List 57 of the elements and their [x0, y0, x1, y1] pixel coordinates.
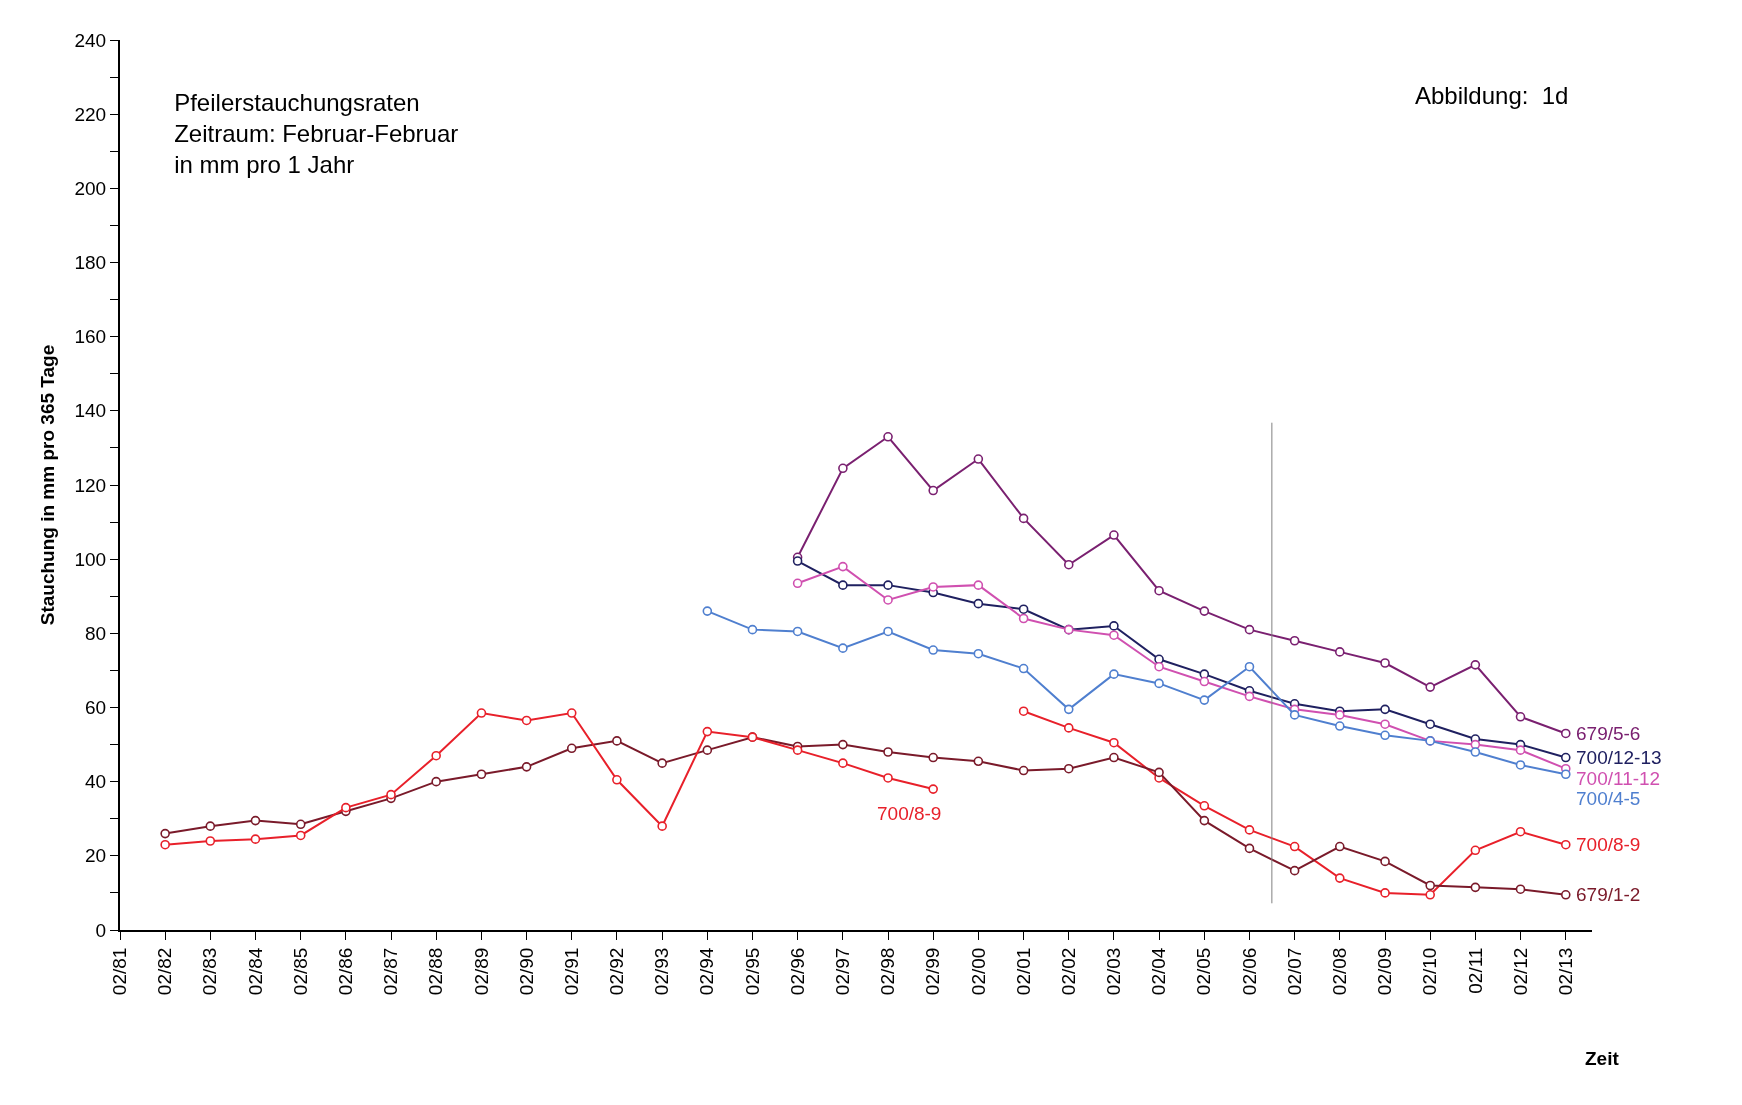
x-tick-label: 02/04	[1148, 947, 1170, 996]
x-tick-label: 02/07	[1283, 947, 1305, 996]
x-tick-label: 02/95	[741, 947, 763, 996]
x-tick-label: 02/03	[1103, 947, 1125, 996]
x-tick-label: 02/81	[109, 947, 131, 996]
y-tick-label: 220	[74, 103, 107, 125]
y-tick-label: 240	[74, 29, 107, 51]
x-tick-label: 02/83	[199, 947, 221, 996]
x-axis-title: Zeit	[1585, 1048, 1620, 1069]
x-tick-label: 02/94	[696, 947, 718, 996]
x-tick-label: 02/10	[1419, 947, 1441, 996]
x-tick-label: 02/97	[832, 947, 854, 996]
x-tick-label: 02/13	[1554, 947, 1576, 996]
x-tick-label: 02/90	[515, 947, 537, 996]
x-tick-label: 02/09	[1374, 947, 1396, 996]
x-tick-label: 02/91	[560, 947, 582, 996]
x-tick-label: 02/02	[1057, 947, 1079, 996]
y-tick-label: 140	[74, 400, 107, 422]
x-tick-label: 02/06	[1238, 947, 1260, 996]
y-tick-label: 160	[74, 326, 107, 348]
series-label: 679/1-2	[1576, 884, 1641, 905]
x-tick-label: 02/98	[877, 947, 899, 996]
series-label: 700/8-9	[877, 803, 942, 824]
x-tick-label: 02/99	[922, 947, 944, 996]
series-label: 700/11-12	[1576, 768, 1661, 789]
x-tick-label: 02/12	[1509, 947, 1531, 996]
series-label: 700/4-5	[1576, 788, 1641, 809]
series-label: 679/5-6	[1576, 723, 1641, 744]
x-tick-label: 02/05	[1193, 947, 1215, 996]
y-tick-label: 60	[85, 697, 107, 719]
y-tick-label: 80	[85, 622, 107, 644]
y-tick-label: 40	[85, 771, 107, 793]
y-tick-label: 120	[74, 474, 107, 496]
x-tick-label: 02/84	[244, 947, 266, 996]
x-tick-label: 02/93	[651, 947, 673, 996]
y-tick-label: 200	[74, 177, 107, 199]
y-tick-label: 180	[74, 252, 107, 274]
series-label: 700/8-9	[1576, 834, 1641, 855]
x-tick-label: 02/82	[154, 947, 176, 996]
x-tick-label: 02/92	[606, 947, 628, 996]
x-tick-label: 02/89	[470, 947, 492, 996]
annotation: Abbildung: 1d	[1415, 82, 1569, 109]
y-axis-title: Stauchung in mm pro 365 Tage	[36, 344, 58, 626]
x-tick-label: 02/96	[786, 947, 808, 996]
text: Pfeilerstauchungsraten Zeitraum: Februar-Februar in mm pro 1 Jahr	[174, 88, 459, 178]
y-tick-label: 20	[85, 845, 107, 867]
x-tick-label: 02/87	[380, 947, 402, 996]
x-tick-label: 02/88	[425, 947, 447, 996]
x-tick-label: 02/11	[1464, 947, 1486, 994]
x-tick-label: 02/08	[1328, 947, 1350, 996]
x-tick-label: 02/86	[335, 947, 357, 996]
y-tick-label: 100	[74, 548, 107, 570]
x-tick-label: 02/00	[967, 947, 989, 996]
y-tick-label: 0	[95, 919, 107, 941]
x-tick-label: 02/01	[1012, 947, 1034, 996]
x-tick-label: 02/85	[289, 947, 311, 996]
series-label: 700/12-13	[1576, 747, 1662, 768]
